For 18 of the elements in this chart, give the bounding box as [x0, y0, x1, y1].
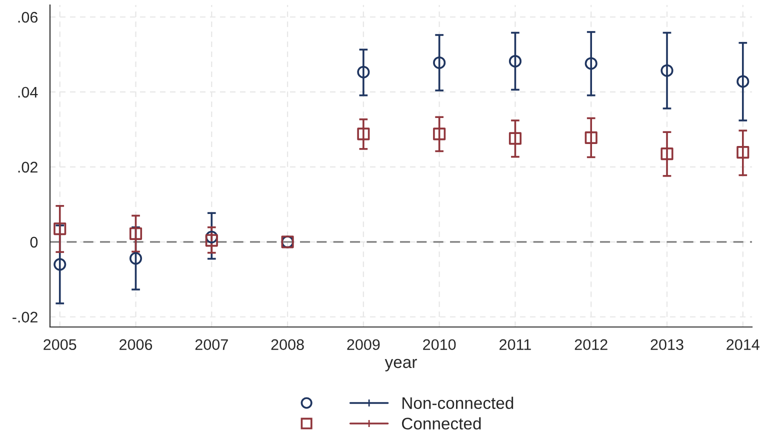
- x-tick-label: 2008: [271, 339, 304, 350]
- x-tick-label: 2005: [44, 339, 76, 350]
- x-tick-label: 2014: [726, 339, 760, 350]
- x-tick-label: 2011: [500, 339, 531, 350]
- x-tick-label: 2013: [650, 339, 684, 350]
- y-tick-label: .02: [18, 162, 38, 173]
- x-tick-label: 2010: [423, 339, 456, 350]
- y-tick-label: -.02: [12, 312, 38, 323]
- legend-label: Non-connected: [402, 396, 514, 409]
- x-tick-label: 2006: [120, 339, 152, 350]
- y-tick-label: .06: [18, 12, 38, 23]
- y-tick-label: .04: [18, 86, 38, 98]
- x-tick-label: 2007: [195, 339, 228, 350]
- x-tick-label: 2009: [347, 339, 380, 350]
- x-tick-label: 2012: [574, 339, 608, 350]
- legend-label: Connected: [402, 417, 481, 430]
- y-tick-label: 0: [30, 236, 38, 248]
- x-axis-title: year: [384, 358, 417, 372]
